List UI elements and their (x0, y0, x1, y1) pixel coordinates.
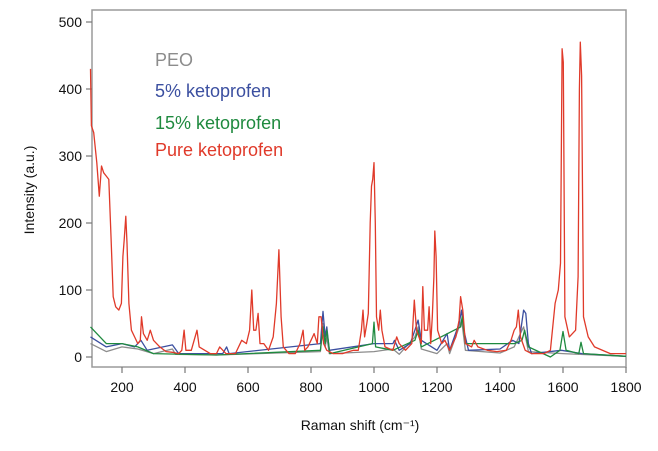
plot-frame (91, 9, 627, 368)
x-tick-label: 200 (110, 379, 134, 395)
y-axis-label: Intensity (a.u.) (21, 146, 37, 235)
x-tick-label: 600 (236, 379, 260, 395)
y-tick-label: 100 (59, 282, 83, 298)
series-line-0 (90, 319, 627, 357)
series-line-2 (90, 316, 627, 358)
x-tick-label: 400 (173, 379, 197, 395)
x-tick-label: 800 (299, 379, 323, 395)
legend-entry: PEO (155, 50, 193, 70)
y-tick-label: 200 (59, 215, 83, 231)
x-axis-label: Raman shift (cm⁻¹) (301, 417, 420, 433)
x-tick-label: 1400 (484, 379, 515, 395)
series-line-3 (89, 41, 626, 355)
legend-entry: 15% ketoprofen (155, 113, 281, 133)
x-tick-label: 1200 (421, 379, 452, 395)
x-tick-label: 1800 (610, 379, 641, 395)
legend-entry: Pure ketoprofen (155, 140, 283, 160)
legend-entry: 5% ketoprofen (155, 81, 271, 101)
y-tick-label: 300 (59, 148, 83, 164)
y-tick-label: 500 (59, 14, 83, 30)
y-tick-label: 0 (74, 349, 82, 365)
x-tick-label: 1600 (547, 379, 578, 395)
x-tick-label: 1000 (358, 379, 389, 395)
y-tick-label: 400 (59, 81, 83, 97)
